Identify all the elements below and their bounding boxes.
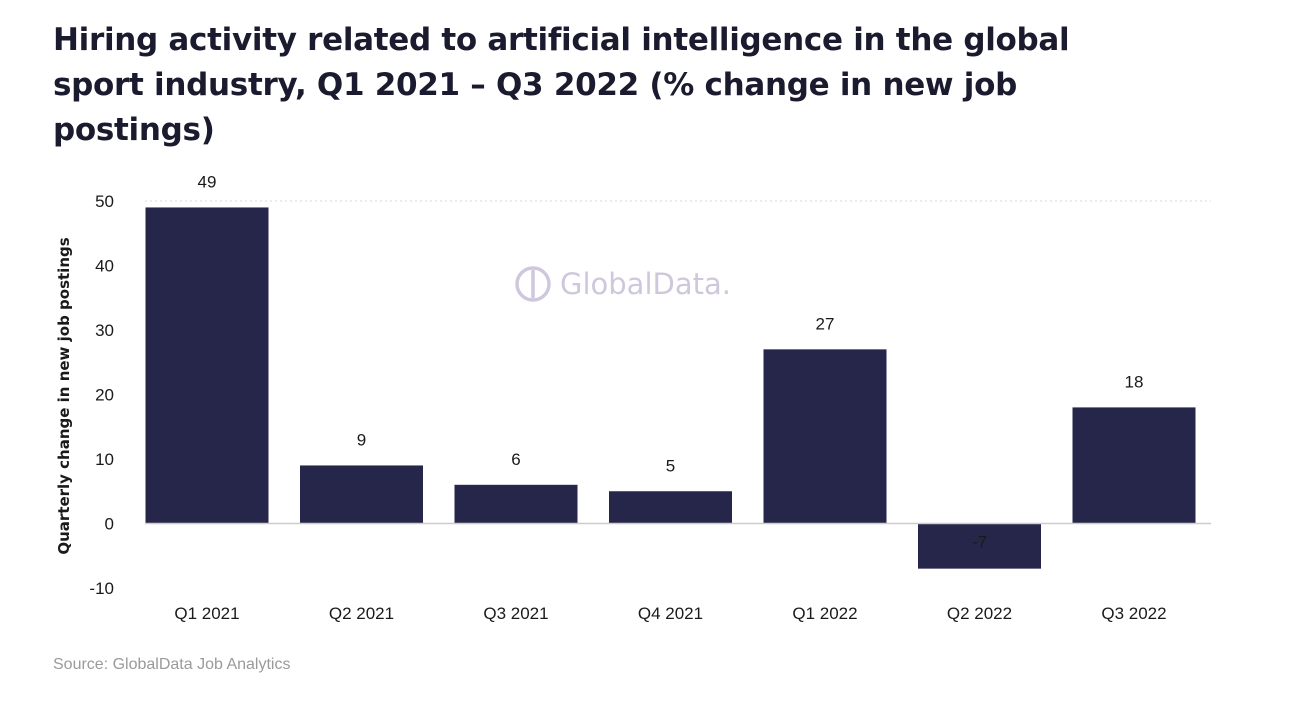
bar-chart: GlobalData. 50 40 30 20 10 0 -10 Q1 2021 Q2 202…: [55, 172, 1211, 623]
data-label: 9: [357, 430, 366, 449]
y-tick-label: 50: [95, 192, 114, 211]
data-label: 5: [666, 456, 675, 475]
y-tick-label: 0: [105, 515, 114, 534]
y-tick-label: 40: [95, 257, 114, 276]
bar: [1072, 407, 1196, 524]
bar: [300, 465, 423, 524]
y-tick-label: 30: [95, 321, 114, 340]
x-axis-ticks: Q1 2021 Q2 2021 Q3 2021 Q4 2021 Q1 2022 Q2 20…: [174, 604, 1166, 623]
data-labels: 49 9 6 5 27 -7 18: [198, 172, 1144, 551]
y-axis-ticks: 50 40 30 20 10 0 -10: [89, 192, 114, 598]
y-tick-label: 10: [95, 450, 114, 469]
bar: [609, 491, 732, 524]
bar: [454, 484, 578, 524]
data-label: 27: [816, 314, 835, 333]
x-tick-label: Q1 2022: [792, 604, 857, 623]
gridlines: [145, 200, 1211, 525]
bar: [763, 349, 887, 524]
x-tick-label: Q4 2021: [638, 604, 703, 623]
y-axis-title: Quarterly change in new job postings: [55, 237, 73, 554]
x-tick-label: Q3 2021: [483, 604, 548, 623]
watermark-text: GlobalData.: [560, 267, 731, 301]
bars: [145, 207, 1196, 569]
y-tick-label: -10: [89, 579, 114, 598]
data-label: 49: [198, 172, 217, 191]
bar: [918, 523, 1041, 569]
data-label: 18: [1125, 372, 1144, 391]
x-tick-label: Q2 2022: [947, 604, 1012, 623]
chart-title: Hiring activity related to artificial in…: [53, 22, 1070, 148]
bar: [145, 207, 269, 524]
x-tick-label: Q3 2022: [1101, 604, 1166, 623]
watermark: GlobalData.: [515, 266, 731, 302]
globaldata-logo-icon: [515, 266, 551, 302]
x-tick-label: Q1 2021: [174, 604, 239, 623]
y-tick-label: 20: [95, 386, 114, 405]
data-label: 6: [511, 450, 520, 469]
source-note: Source: GlobalData Job Analytics: [53, 656, 291, 673]
data-label: -7: [972, 533, 987, 552]
x-tick-label: Q2 2021: [329, 604, 394, 623]
